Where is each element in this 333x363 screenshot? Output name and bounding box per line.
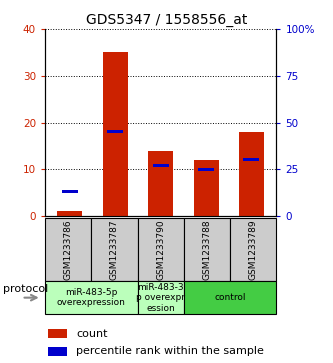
Bar: [153, 164, 168, 167]
Bar: [184, 218, 230, 281]
Text: miR-483-3
p overexpr
ession: miR-483-3 p overexpr ession: [136, 283, 185, 313]
Text: GSM1233790: GSM1233790: [156, 219, 165, 280]
Bar: [57, 211, 82, 216]
Bar: [91, 218, 138, 281]
Text: GSM1233788: GSM1233788: [202, 219, 211, 280]
Text: percentile rank within the sample: percentile rank within the sample: [76, 346, 264, 356]
Text: GSM1233786: GSM1233786: [64, 219, 73, 280]
Bar: [48, 329, 68, 338]
Bar: [243, 159, 259, 161]
Text: GDS5347 / 1558556_at: GDS5347 / 1558556_at: [86, 13, 247, 27]
Bar: [62, 190, 78, 193]
Text: GSM1233789: GSM1233789: [249, 219, 258, 280]
Bar: [138, 281, 184, 314]
Bar: [198, 168, 214, 171]
Bar: [148, 151, 173, 216]
Bar: [45, 218, 91, 281]
Bar: [138, 218, 184, 281]
Text: control: control: [214, 293, 246, 302]
Bar: [103, 52, 128, 216]
Text: miR-483-5p
overexpression: miR-483-5p overexpression: [57, 288, 126, 307]
Bar: [48, 347, 68, 356]
Bar: [107, 130, 123, 133]
Bar: [45, 281, 138, 314]
Bar: [184, 281, 276, 314]
Bar: [193, 160, 218, 216]
Text: count: count: [76, 329, 108, 339]
Text: GSM1233787: GSM1233787: [110, 219, 119, 280]
Bar: [230, 218, 276, 281]
Text: protocol: protocol: [3, 284, 49, 294]
Bar: [239, 132, 264, 216]
